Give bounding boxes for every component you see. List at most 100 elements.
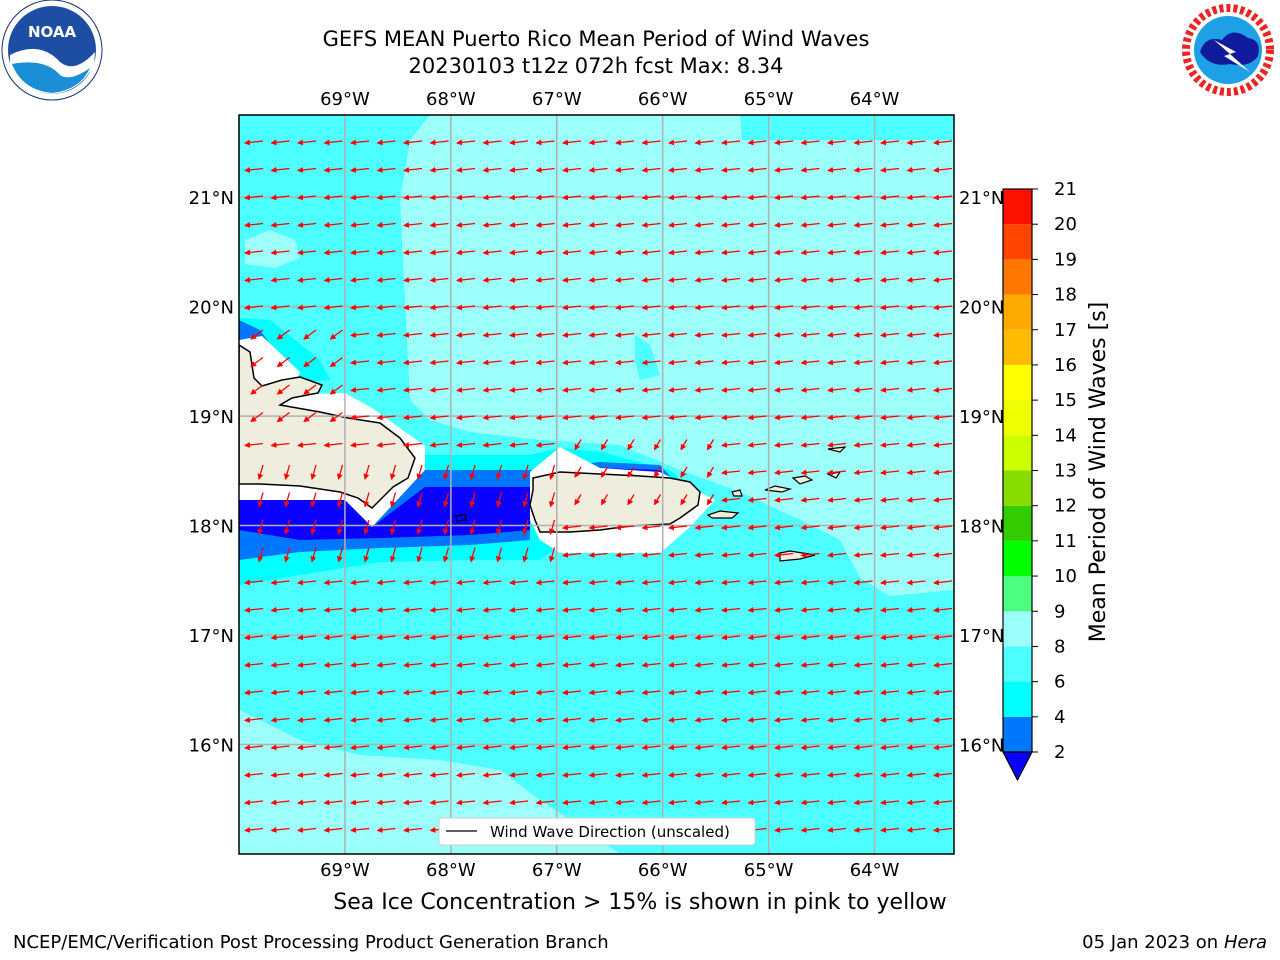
direction-arrow <box>906 166 926 173</box>
direction-arrow <box>429 799 449 806</box>
direction-arrow <box>800 551 820 558</box>
direction-arrow <box>800 441 820 448</box>
direction-arrow <box>641 166 661 173</box>
direction-arrow <box>297 634 317 641</box>
direction-arrow <box>827 166 847 173</box>
direction-arrow <box>906 579 926 586</box>
direction-arrow <box>721 661 741 668</box>
direction-arrow <box>747 716 767 723</box>
direction-arrow <box>562 661 582 668</box>
direction-arrow <box>933 304 953 311</box>
direction-arrow <box>615 689 635 696</box>
direction-arrow <box>535 771 555 778</box>
direction-arrow <box>827 524 847 531</box>
direction-arrow <box>721 716 741 723</box>
direction-arrow <box>668 359 688 366</box>
direction-arrow <box>270 826 290 833</box>
direction-arrow <box>323 799 343 806</box>
direction-arrow <box>429 744 449 751</box>
direction-arrow <box>694 661 714 668</box>
direction-arrow <box>774 331 794 338</box>
direction-arrow <box>880 221 900 228</box>
direction-arrow <box>482 139 502 146</box>
direction-arrow <box>270 249 290 256</box>
direction-arrow <box>747 276 767 283</box>
direction-arrow <box>747 331 767 338</box>
direction-arrow <box>880 414 900 421</box>
direction-arrow <box>548 519 556 535</box>
direction-arrow <box>615 551 635 558</box>
direction-arrow <box>827 221 847 228</box>
direction-arrow <box>747 359 767 366</box>
direction-arrow <box>509 276 529 283</box>
direction-arrow <box>653 494 662 506</box>
direction-arrow <box>694 579 714 586</box>
direction-arrow <box>906 249 926 256</box>
colorbar-extend-min <box>1002 751 1033 782</box>
direction-arrow <box>774 221 794 228</box>
direction-arrow <box>827 634 847 641</box>
direction-arrow <box>522 519 529 535</box>
direction-arrow <box>323 139 343 146</box>
direction-arrow <box>376 744 396 751</box>
direction-arrow <box>827 386 847 393</box>
colorbar-segment <box>1003 189 1032 225</box>
direction-arrow <box>827 359 847 366</box>
direction-arrow <box>574 439 582 451</box>
direction-arrow <box>800 579 820 586</box>
direction-arrow <box>641 771 661 778</box>
direction-arrow <box>747 689 767 696</box>
direction-arrow <box>456 414 476 421</box>
direction-arrow <box>721 799 741 806</box>
colorbar-tick-label: 15 <box>1054 390 1077 411</box>
direction-arrow <box>509 194 529 201</box>
direction-arrow <box>747 606 767 613</box>
direction-arrow <box>827 304 847 311</box>
direction-arrow <box>880 826 900 833</box>
direction-arrow <box>276 411 290 423</box>
direction-arrow <box>323 771 343 778</box>
direction-arrow <box>668 304 688 311</box>
direction-arrow <box>641 414 661 421</box>
direction-arrow <box>562 359 582 366</box>
direction-arrow <box>562 551 582 558</box>
direction-arrow <box>694 276 714 283</box>
direction-arrow <box>800 496 820 503</box>
direction-arrow <box>456 304 476 311</box>
direction-arrow <box>429 579 449 586</box>
direction-arrow <box>933 496 953 503</box>
direction-arrow <box>880 386 900 393</box>
lat-label-left: 19°N <box>189 407 234 428</box>
direction-arrow <box>562 249 582 256</box>
direction-arrow <box>774 194 794 201</box>
direction-arrow <box>615 634 635 641</box>
direction-arrow <box>588 359 608 366</box>
direction-arrow <box>244 744 264 751</box>
colorbar-tick-label: 11 <box>1054 531 1077 552</box>
direction-arrow <box>442 519 450 535</box>
direction-arrow <box>668 386 688 393</box>
direction-arrow <box>429 386 449 393</box>
direction-arrow <box>641 331 661 338</box>
direction-arrow <box>283 519 291 535</box>
direction-arrow <box>588 551 608 558</box>
direction-arrow <box>853 139 873 146</box>
direction-arrow <box>244 689 264 696</box>
direction-arrow <box>323 634 343 641</box>
direction-arrow <box>747 771 767 778</box>
direction-arrow <box>456 579 476 586</box>
direction-arrow <box>535 661 555 668</box>
direction-arrow <box>535 249 555 256</box>
direction-arrow <box>588 716 608 723</box>
direction-arrow <box>906 716 926 723</box>
direction-arrow <box>522 547 529 563</box>
direction-arrow <box>906 689 926 696</box>
direction-arrow <box>615 414 635 421</box>
direction-arrow <box>509 661 529 668</box>
direction-arrow <box>244 634 264 641</box>
direction-arrow <box>853 551 873 558</box>
direction-arrow <box>853 524 873 531</box>
direction-arrow <box>906 386 926 393</box>
direction-arrow <box>495 464 503 480</box>
direction-arrow <box>853 386 873 393</box>
